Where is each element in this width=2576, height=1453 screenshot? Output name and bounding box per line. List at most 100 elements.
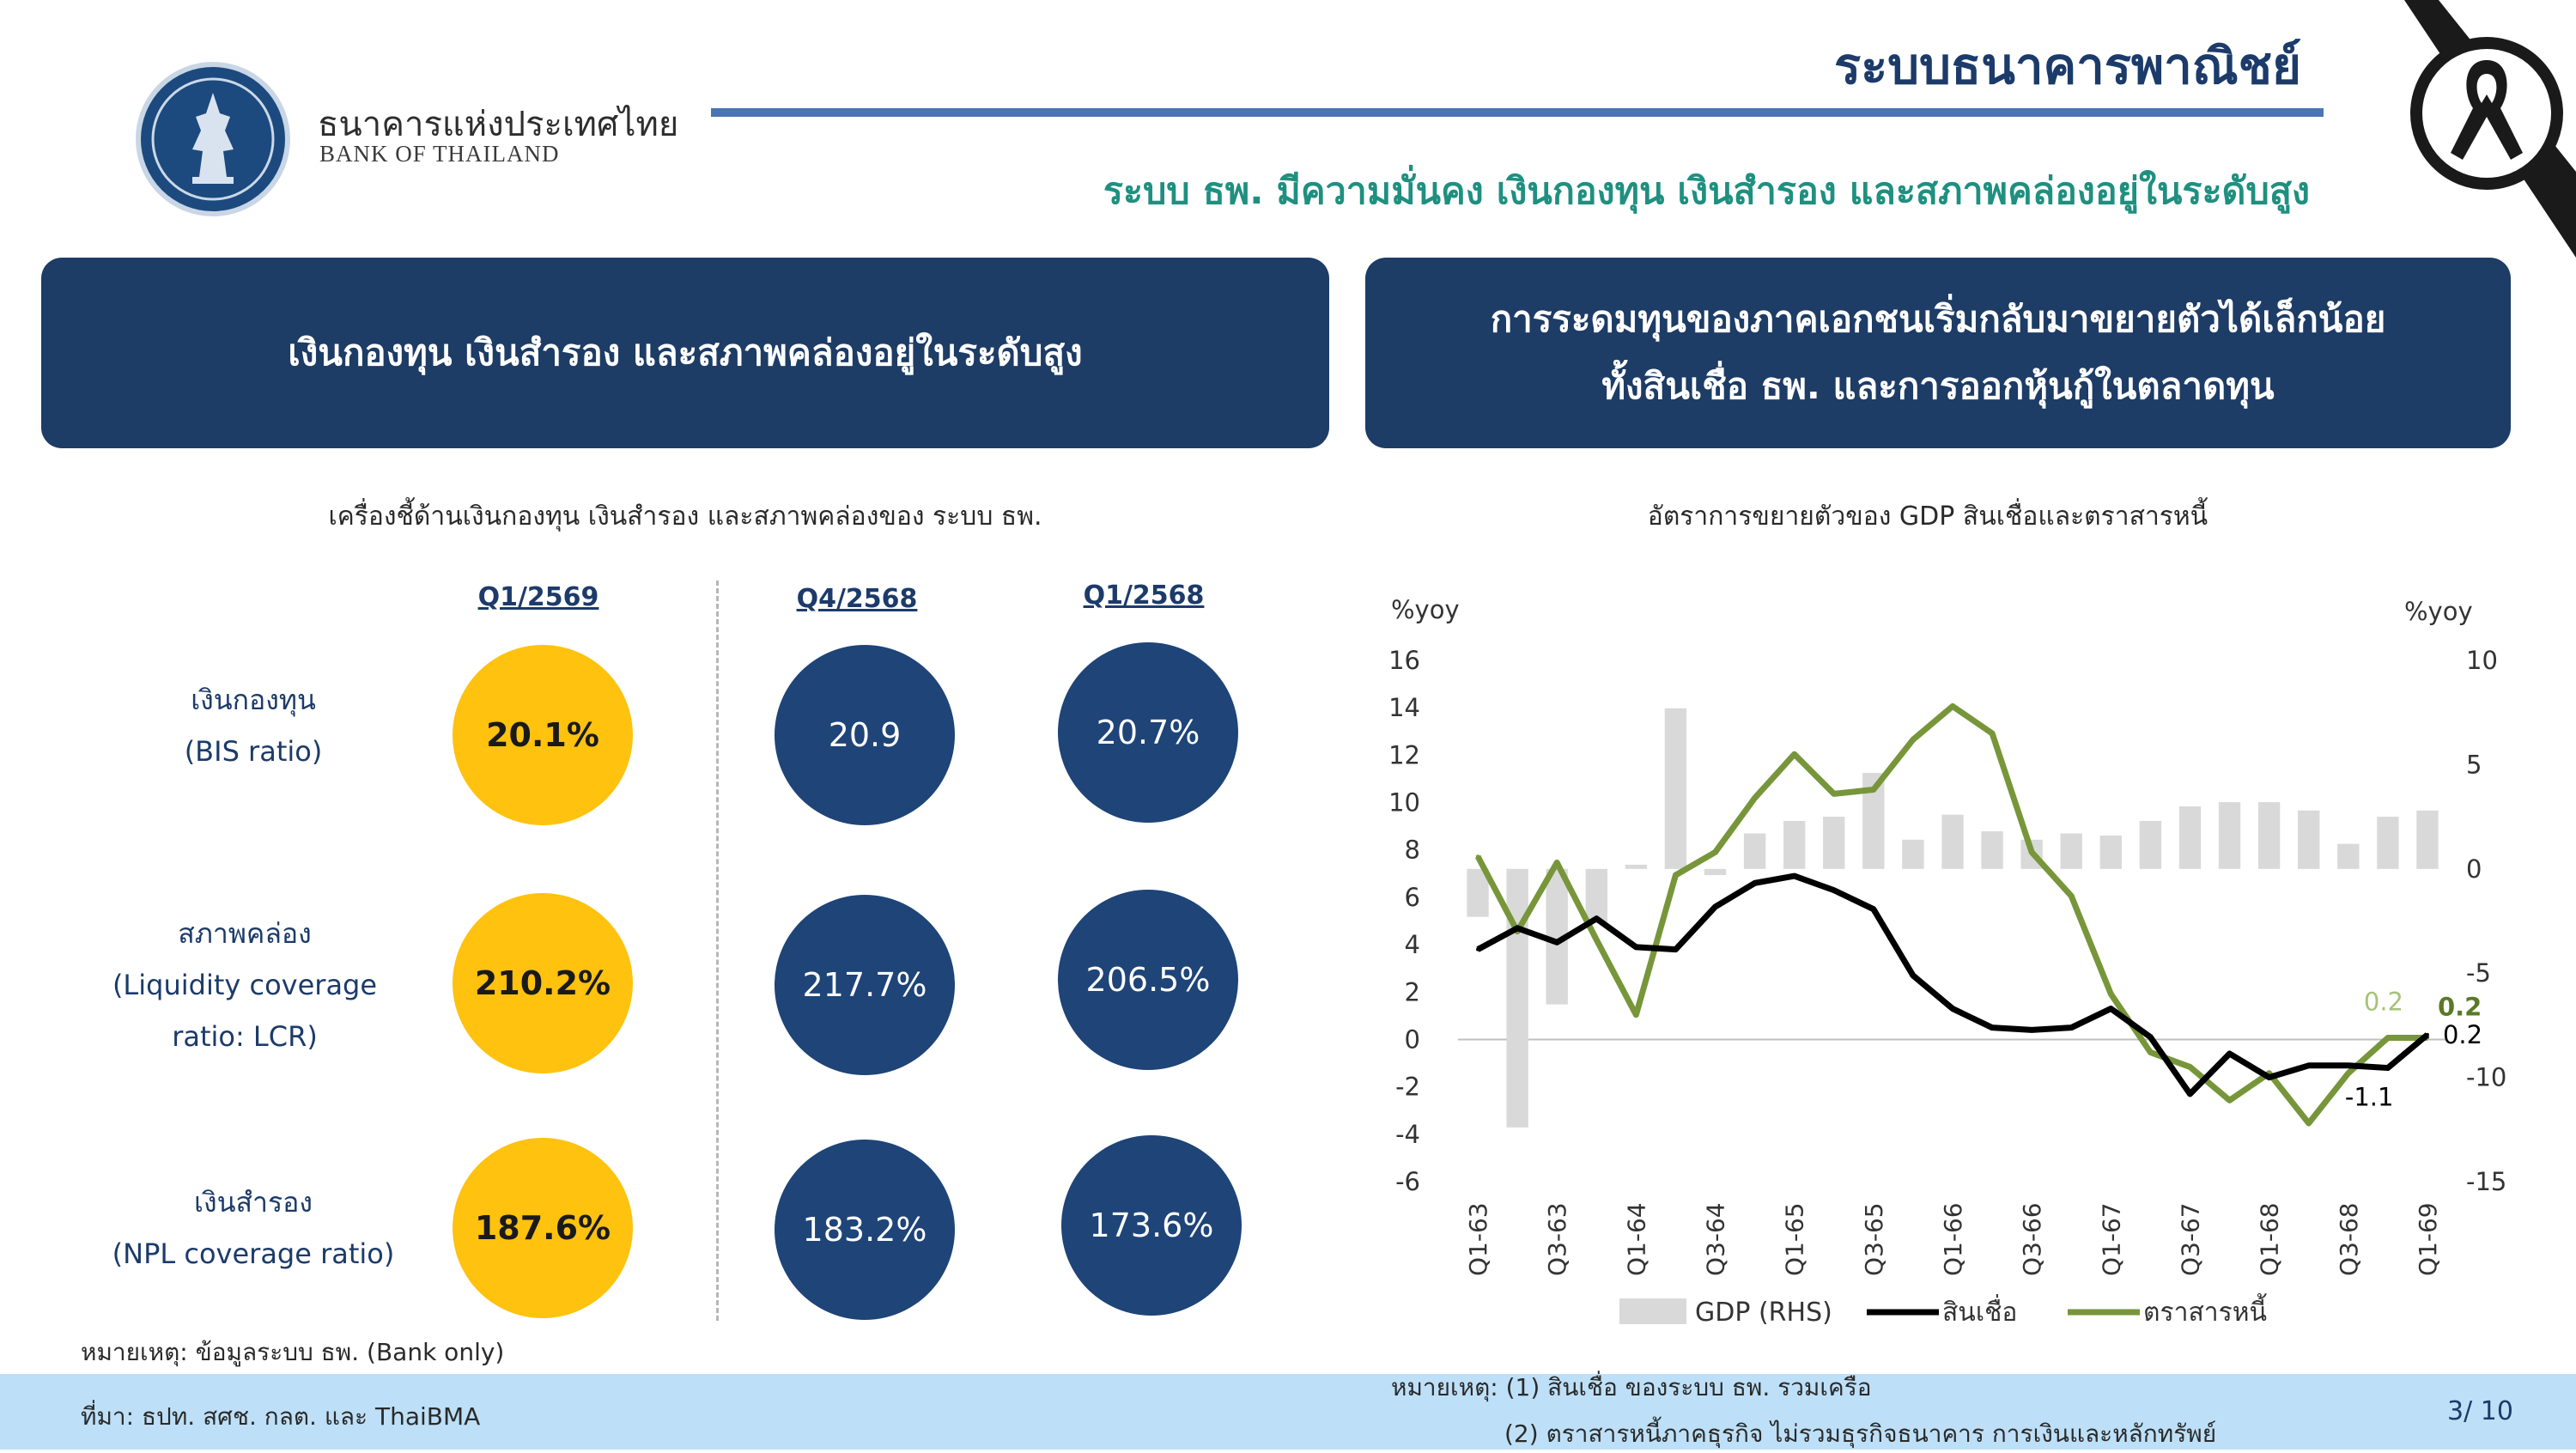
row-label-liquidity-sub2: ratio: LCR) [172, 1020, 318, 1053]
right-tick-label: -10 [2466, 1063, 2506, 1092]
bond-line-point [1753, 796, 1757, 800]
loan-line-point [2030, 1028, 2034, 1032]
gdp-bar [1704, 868, 1727, 876]
legend-loan-label: สินเชื่อ [1942, 1294, 2017, 1328]
bond-line-point [1911, 738, 1915, 742]
gdp-bar [1783, 820, 1806, 869]
loan-line-point [2188, 1091, 2192, 1096]
column-header-q1-2569: Q1/2569 [477, 582, 599, 612]
chart-note-2: (2) ตราสารหนี้ภาคธุรกิจ ไม่รวมธุรกิจธนาค… [1504, 1420, 2217, 1448]
gdp-bar [1585, 868, 1607, 923]
row-label-capital-title: เงินกองทุน [191, 684, 316, 716]
row-label-liquidity-title: สภาพคล่อง [178, 917, 312, 950]
gdp-bar [1506, 868, 1528, 1128]
gdp-bar [2416, 810, 2439, 869]
right-banner: การระดมทุนของภาคเอกชนเริ่มกลับมาขยายตัวไ… [1365, 258, 2511, 448]
column-divider [716, 581, 719, 1321]
left-tick-label: 4 [1405, 930, 1420, 959]
footer-bar [0, 1374, 2576, 1450]
gdp-bar [1941, 814, 1964, 869]
loan-line-point [1476, 947, 1480, 951]
right-tick-label: 10 [2466, 646, 2498, 675]
gdp-bar [1902, 839, 1924, 869]
loan-last-label: 0.2 [2443, 1020, 2482, 1049]
x-tick-label: Q3-67 [2176, 1202, 2204, 1276]
loan-line-point [1951, 1006, 1954, 1011]
bond-line-point [2385, 1036, 2390, 1040]
legend-gdp-swatch [1619, 1298, 1686, 1324]
legend-bond-label: ตราสารหนี้ [2143, 1293, 2267, 1328]
x-tick-label: Q1-69 [2414, 1202, 2442, 1276]
bond-line-point [2109, 992, 2113, 996]
left-note: หมายเหตุ: ข้อมูลระบบ ธพ. (Bank only) [81, 1338, 505, 1366]
column-header-q1-2568: Q1/2568 [1083, 581, 1205, 611]
bond-q4-68-label: 0.2 [2364, 987, 2403, 1016]
mourning-ribbon [2361, 0, 2576, 258]
gdp-bar [2218, 802, 2241, 869]
gdp-bar [1981, 831, 2003, 869]
gdp-bar [2139, 820, 2162, 869]
bond-line-point [1476, 854, 1480, 859]
bond-last-label: 0.2 [2438, 992, 2482, 1021]
npl-coverage-q4-2568: 183.2% [775, 1140, 955, 1320]
row-label-capital: เงินกองทุน (BIS ratio) [112, 674, 395, 777]
bis-ratio-q4-2568: 20.9 [775, 645, 955, 825]
gdp-bar [1625, 864, 1648, 869]
header-divider [711, 108, 2324, 117]
left-tick-label: 6 [1405, 883, 1420, 912]
loan-line-point [1871, 907, 1875, 911]
gdp-bar [1467, 868, 1489, 917]
bond-line [1474, 702, 2427, 1127]
bond-line-point [2306, 1122, 2311, 1126]
bank-logo [136, 62, 290, 216]
bond-line-point [2227, 1098, 2232, 1103]
x-tick-label: Q1-68 [2256, 1202, 2284, 1276]
left-banner-text: เงินกองทุน เงินสำรอง และสภาพคล่องอยู่ในร… [288, 331, 1083, 374]
bis-ratio-q1-2569: 20.1% [453, 645, 633, 825]
loan-line-point [1990, 1025, 1995, 1030]
bond-line-point [2148, 1050, 2153, 1055]
left-tick-label: 2 [1405, 977, 1420, 1006]
right-axis-title: %yoy [2404, 597, 2473, 626]
lcr-q1-2568: 206.5% [1058, 890, 1238, 1070]
loan-line-point [1555, 940, 1559, 945]
loan-line-point [1832, 888, 1836, 892]
row-label-provision-sub: (NPL coverage ratio) [112, 1237, 395, 1270]
loan-line-point [1713, 904, 1717, 909]
bond-line-point [1990, 731, 1995, 735]
loan-line-point [2069, 1025, 2074, 1030]
row-label-provision-title: เงินสำรอง [194, 1186, 313, 1219]
right-tick-label: 5 [2466, 750, 2482, 779]
loan-q4-68-label: -1.1 [2345, 1083, 2394, 1112]
loan-line-point [2425, 1032, 2429, 1037]
page-number: 3/ 10 [2447, 1396, 2513, 1426]
bank-name-thai: ธนาคารแห่งประเทศไทย [318, 105, 679, 144]
left-tick-label: 12 [1388, 740, 1420, 769]
left-banner: เงินกองทุน เงินสำรอง และสภาพคล่องอยู่ในร… [41, 258, 1329, 448]
page-subtitle: ระบบ ธพ. มีความมั่นคง เงินกองทุน เงินสำร… [1103, 170, 2310, 213]
bond-line-point [1555, 860, 1559, 865]
npl-coverage-q1-2569: 187.6% [453, 1138, 633, 1318]
loan-line-point [1792, 874, 1796, 878]
chart-note-1: หมายเหตุ: (1) สินเชื่อ ของระบบ ธพ. รวมเค… [1391, 1373, 1872, 1401]
loan-line-point [2306, 1063, 2311, 1067]
right-banner-line2: ทั้งสินเชื่อ ธพ. และการออกหุ้นกู้ในตลาดท… [1601, 365, 2275, 407]
loan-line-point [1516, 926, 1520, 930]
row-label-provision: เงินสำรอง (NPL coverage ratio) [112, 1176, 395, 1280]
x-tick-label: Q1-67 [2097, 1202, 2125, 1276]
x-tick-label: Q1-65 [1781, 1202, 1809, 1276]
x-tick-label: Q3-66 [2018, 1202, 2046, 1276]
loan-line-point [2346, 1063, 2350, 1067]
bond-line-point [2030, 850, 2034, 854]
right-tick-label: -5 [2466, 958, 2491, 988]
left-tick-label: 10 [1388, 788, 1420, 818]
loan-line-point [2227, 1052, 2232, 1056]
loan-line-point [1911, 973, 1915, 977]
x-tick-label: Q3-63 [1543, 1202, 1571, 1276]
loan-line-point [1634, 945, 1638, 949]
bond-line-point [1634, 1012, 1638, 1017]
left-tick-label: -2 [1395, 1073, 1420, 1102]
left-tick-label: 8 [1405, 836, 1420, 865]
left-tick-label: 0 [1405, 1024, 1420, 1054]
gdp-bar [2377, 817, 2399, 869]
